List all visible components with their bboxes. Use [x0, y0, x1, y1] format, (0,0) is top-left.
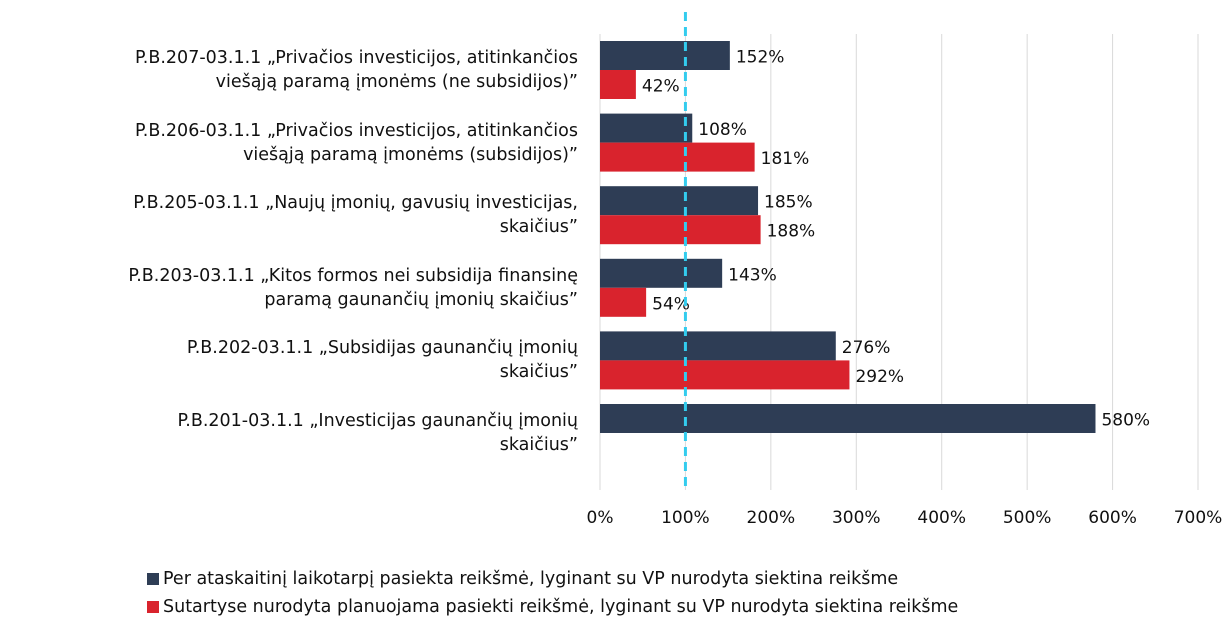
category-label: P.B.201-03.1.1 „Investicijas gaunančių į… — [177, 411, 578, 455]
x-tick-label: 400% — [917, 508, 966, 528]
x-tick-label: 600% — [1088, 508, 1137, 528]
x-tick-label: 500% — [1003, 508, 1052, 528]
value-label: 181% — [761, 149, 810, 169]
value-label: 54% — [652, 294, 690, 314]
x-tick-label: 100% — [661, 508, 710, 528]
bar — [600, 70, 636, 99]
legend-item: Sutartyse nurodyta planuojama pasiekti r… — [147, 597, 958, 617]
category-label: P.B.203-03.1.1 „Kitos formos nei subsidi… — [128, 265, 578, 310]
value-label: 152% — [736, 48, 785, 68]
value-label: 185% — [764, 193, 813, 213]
bar — [600, 113, 693, 143]
legend-swatch — [147, 601, 159, 613]
legend-item: Per ataskaitinį laikotarpį pasiekta reik… — [147, 569, 898, 589]
value-label: 188% — [767, 222, 816, 242]
bar — [600, 41, 730, 70]
legend-swatch — [147, 573, 159, 585]
value-label: 292% — [855, 367, 904, 387]
value-label: 143% — [728, 265, 777, 285]
bar — [600, 215, 761, 245]
category-label: P.B.207-03.1.1 „Privačios investicijos, … — [134, 48, 578, 92]
value-label: 42% — [642, 77, 680, 97]
legend-label: Per ataskaitinį laikotarpį pasiekta reik… — [163, 569, 899, 589]
category-label: P.B.202-03.1.1 „Subsidijas gaunančių įmo… — [186, 338, 578, 383]
bar — [600, 331, 836, 361]
bar — [600, 404, 1096, 433]
value-label: 276% — [842, 338, 891, 358]
bar — [600, 186, 759, 216]
category-label: P.B.205-03.1.1 „Naujų įmonių, gavusių in… — [133, 193, 578, 238]
x-tick-label: 200% — [747, 508, 796, 528]
value-label: 108% — [698, 120, 747, 140]
value-label: 580% — [1101, 411, 1150, 431]
bar — [600, 142, 755, 172]
x-tick-label: 700% — [1174, 508, 1223, 528]
bar — [600, 360, 850, 390]
x-tick-label: 300% — [832, 508, 881, 528]
category-label: P.B.206-03.1.1 „Privačios investicijos, … — [134, 120, 578, 165]
x-tick-label: 0% — [587, 508, 614, 528]
legend-label: Sutartyse nurodyta planuojama pasiekti r… — [163, 597, 959, 617]
bar — [600, 258, 723, 288]
bar — [600, 287, 647, 317]
